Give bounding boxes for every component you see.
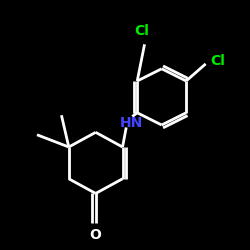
Text: Cl: Cl <box>210 54 226 68</box>
Text: HN: HN <box>120 116 143 130</box>
Text: O: O <box>90 228 102 242</box>
Text: Cl: Cl <box>135 24 150 38</box>
